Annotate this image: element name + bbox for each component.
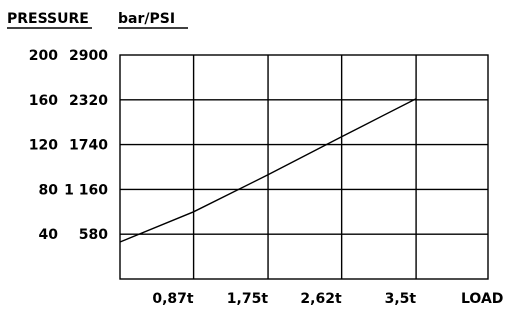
x-tick-label: 1,75t bbox=[227, 291, 269, 307]
title-pressure: PRESSURE bbox=[7, 11, 89, 27]
y-tick-bar: 120 bbox=[29, 138, 58, 154]
y-tick-bar: 40 bbox=[39, 227, 59, 243]
y-tick-psi: 1 160 bbox=[64, 182, 108, 198]
title-units: bar/PSI bbox=[118, 11, 175, 27]
series-group bbox=[119, 98, 417, 243]
pressure-load-line bbox=[119, 98, 417, 243]
y-tick-bar: 80 bbox=[39, 182, 59, 198]
y-tick-labels: 200 2900 160 2320 120 1740 80 1 160 40 580 bbox=[29, 48, 108, 243]
y-tick-bar: 200 bbox=[29, 48, 58, 64]
plot-frame bbox=[119, 54, 489, 280]
y-tick-psi: 1740 bbox=[69, 138, 108, 154]
x-tick-label: 0,87t bbox=[152, 291, 194, 307]
y-tick-psi: 580 bbox=[79, 227, 108, 243]
x-tick-label: 2,62t bbox=[300, 291, 342, 307]
y-tick-psi: 2320 bbox=[69, 93, 108, 109]
plot-grid bbox=[119, 54, 489, 280]
y-tick-bar: 160 bbox=[29, 93, 58, 109]
chart-title: PRESSURE bar/PSI bbox=[7, 11, 188, 29]
x-tick-labels: 0,87t 1,75t 2,62t 3,5t bbox=[152, 291, 416, 307]
x-axis-label: LOAD bbox=[461, 291, 503, 307]
x-tick-label: 3,5t bbox=[385, 291, 417, 307]
y-tick-psi: 2900 bbox=[69, 48, 108, 64]
